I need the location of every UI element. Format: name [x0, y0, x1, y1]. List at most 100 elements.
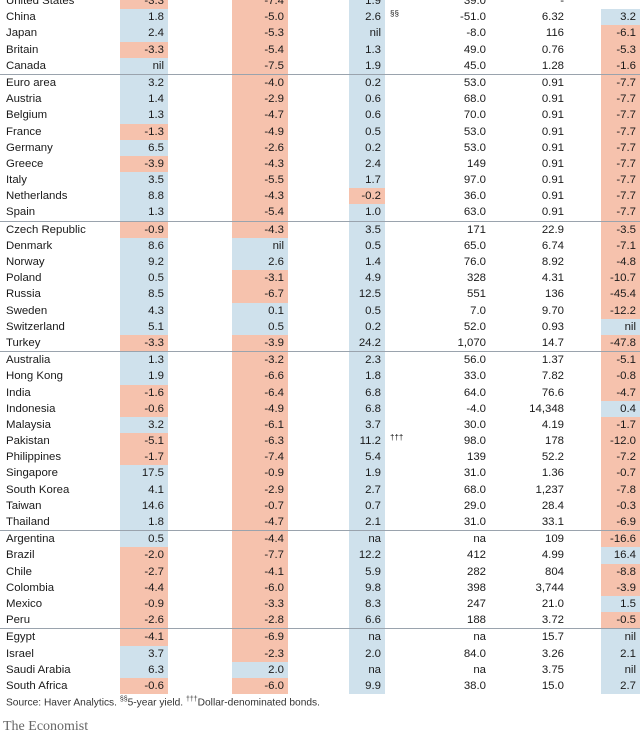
value-cell-c5: 3.75 — [541, 663, 564, 676]
value-cell-c6: nil — [601, 661, 640, 678]
country-name: Russia — [6, 288, 41, 301]
country-name: Philippines — [6, 451, 62, 464]
value-cell-c4: 247 — [466, 597, 486, 610]
country-name: Peru — [6, 614, 31, 627]
value-cell-c2: -4.3 — [232, 188, 288, 205]
table-row: France -1.3 -4.9 0.5 53.0 0.91 -7.7 — [0, 123, 640, 140]
value-cell-c4: -4.0 — [466, 402, 486, 415]
value-cell-c2: -6.3 — [232, 433, 288, 450]
value-cell-c6 — [601, 0, 640, 9]
value-cell-c1: 3.5 — [120, 172, 168, 189]
value-cell-c5: 804 — [544, 565, 564, 578]
table-row: Taiwan 14.6 -0.7 0.7 29.0 28.4 -0.3 — [0, 497, 640, 514]
value-cell-c2: -5.0 — [232, 9, 288, 26]
value-cell-c1: 1.4 — [120, 91, 168, 108]
value-cell-c1: -3.3 — [120, 41, 168, 58]
value-cell-c1: 1.3 — [120, 352, 168, 369]
country-name: Thailand — [6, 516, 50, 528]
value-cell-c5: 0.93 — [541, 320, 564, 333]
value-cell-c5: 7.82 — [541, 370, 564, 383]
value-cell-c5: 1,237 — [535, 483, 564, 496]
value-cell-c1: 6.5 — [120, 139, 168, 156]
country-name: Austria — [6, 93, 42, 106]
value-cell-c1: 17.5 — [120, 465, 168, 482]
table-row: Philippines -1.7 -7.4 5.4 139 52.2 -7.2 — [0, 449, 640, 466]
value-cell-c1: -0.6 — [120, 400, 168, 417]
value-cell-c4: na — [473, 663, 486, 676]
value-cell-c2: -7.4 — [232, 0, 288, 10]
value-cell-c4: 56.0 — [463, 354, 486, 367]
value-cell-c1: -2.0 — [120, 547, 168, 564]
value-cell-c4: 63.0 — [463, 206, 486, 219]
value-cell-c3: 1.9 — [349, 0, 385, 10]
table-row: Austria 1.4 -2.9 0.6 68.0 0.91 -7.7 — [0, 91, 640, 108]
value-cell-c4: 70.0 — [463, 109, 486, 122]
country-name: Britain — [6, 43, 39, 56]
value-cell-c4: -51.0 — [460, 11, 486, 24]
footnote-mark: §§ — [390, 9, 399, 19]
country-name: Norway — [6, 256, 45, 268]
value-cell-c2: -5.4 — [232, 204, 288, 221]
value-cell-c6: -5.3 — [601, 41, 640, 58]
value-cell-c2: -5.3 — [232, 25, 288, 42]
value-cell-c6: -12.2 — [601, 302, 640, 319]
country-name: France — [6, 125, 42, 138]
value-cell-c3: 3.7 — [349, 416, 385, 434]
value-cell-c4: 84.0 — [463, 647, 486, 660]
value-cell-c3: 12.2 — [349, 547, 385, 564]
value-cell-c6: -1.6 — [601, 57, 640, 74]
value-cell-c3: 6.6 — [349, 612, 385, 629]
country-name: South Africa — [6, 679, 68, 692]
value-cell-c5: 33.1 — [541, 516, 564, 528]
value-cell-c6: -47.8 — [601, 334, 640, 352]
value-cell-c3: 1.9 — [349, 465, 385, 482]
value-cell-c4: 149 — [466, 157, 486, 170]
value-cell-c6: -4.7 — [601, 384, 640, 401]
value-cell-c6: -0.3 — [601, 497, 640, 514]
country-name: India — [6, 386, 31, 399]
value-cell-c1: 1.8 — [120, 514, 168, 531]
country-name: Denmark — [6, 239, 53, 252]
value-cell-c2: -4.9 — [232, 400, 288, 417]
value-cell-c5: 3,744 — [535, 581, 564, 594]
value-cell-c4: 39.0 — [463, 0, 486, 7]
table-row: Sweden 4.3 0.1 0.5 7.0 9.70 -12.2 — [0, 302, 640, 319]
value-cell-c5: 0.91 — [541, 109, 564, 122]
value-cell-c2: -6.0 — [232, 677, 288, 695]
value-cell-c3: 12.5 — [349, 286, 385, 303]
table-row: Thailand 1.8 -4.7 2.1 31.0 33.1 -6.9 — [0, 514, 640, 531]
value-cell-c6: -45.4 — [601, 286, 640, 303]
country-name: United States — [6, 0, 75, 7]
value-cell-c5: 0.91 — [541, 76, 564, 89]
table-row: India -1.6 -6.4 6.8 64.0 76.6 -4.7 — [0, 384, 640, 401]
value-cell-c2: -3.1 — [232, 270, 288, 287]
country-name: Israel — [6, 647, 34, 660]
table-row: Israel 3.7 -2.3 2.0 84.0 3.26 2.1 — [0, 645, 640, 662]
value-cell-c5: 52.2 — [541, 451, 564, 464]
value-cell-c3: 2.1 — [349, 514, 385, 531]
value-cell-c1: -1.7 — [120, 449, 168, 466]
value-cell-c6: nil — [601, 629, 640, 646]
value-cell-c3: na — [349, 661, 385, 678]
value-cell-c4: 551 — [466, 288, 486, 301]
table-row: Switzerland 5.1 0.5 0.2 52.0 0.93 nil — [0, 318, 640, 335]
value-cell-c5: 6.32 — [541, 11, 564, 24]
value-cell-c2: -7.4 — [232, 449, 288, 466]
value-cell-c2: -4.3 — [232, 155, 288, 173]
country-name: Switzerland — [6, 320, 65, 333]
value-cell-c6: -4.8 — [601, 254, 640, 271]
value-cell-c1: -5.1 — [120, 433, 168, 450]
value-cell-c4: 53.0 — [463, 125, 486, 138]
value-cell-c2: -6.0 — [232, 579, 288, 596]
value-cell-c6: -7.7 — [601, 107, 640, 124]
country-name: Euro area — [6, 76, 57, 89]
value-cell-c1: 14.6 — [120, 497, 168, 514]
table-row: Hong Kong 1.9 -6.6 1.8 33.0 7.82 -0.8 — [0, 368, 640, 385]
value-cell-c3: 1.9 — [349, 57, 385, 74]
value-cell-c1: -0.6 — [120, 677, 168, 695]
value-cell-c1: 5.1 — [120, 318, 168, 335]
value-cell-c5: 1.28 — [541, 59, 564, 72]
value-cell-c3: 0.2 — [349, 139, 385, 156]
value-cell-c2: -5.4 — [232, 41, 288, 58]
value-cell-c1: 8.8 — [120, 188, 168, 205]
